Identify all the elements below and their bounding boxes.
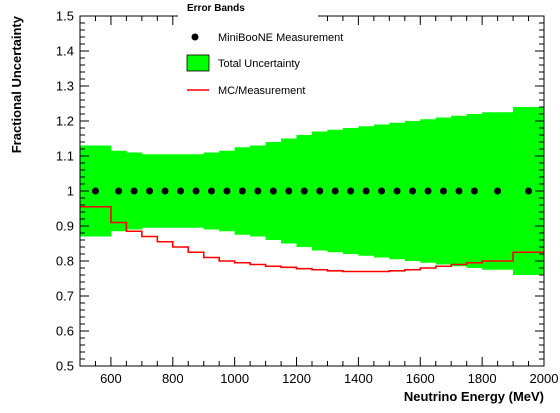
measurement-point: [223, 187, 231, 195]
x-axis-ticks: 600 800 1000 1200 1400 1600 1800 2000: [79, 16, 559, 386]
measurement-point: [130, 187, 138, 195]
y-tick-label: 0.8: [56, 254, 74, 269]
measurement-point: [161, 187, 169, 195]
y-tick-label: 0.7: [56, 289, 74, 304]
x-tick-label: 1400: [344, 371, 373, 386]
y-tick-label: 1.1: [56, 149, 74, 164]
measurement-point: [393, 187, 401, 195]
x-tick-label: 1800: [468, 371, 497, 386]
y-axis-ticks: 0.5 0.6 0.7 0.8 0.9 1 1.1 1.2 1.3 1.4 1.5: [56, 9, 544, 374]
mc-measurement-step: [80, 205, 544, 273]
y-tick-label: 0.6: [56, 324, 74, 339]
x-axis-title: Neutrino Energy (MeV): [404, 389, 544, 404]
y-tick-label: 1: [67, 184, 74, 199]
x-tick-label: 800: [162, 371, 184, 386]
measurement-point: [494, 187, 502, 195]
measurement-point: [470, 187, 478, 195]
measurement-point: [269, 187, 277, 195]
measurement-point: [424, 187, 432, 195]
legend-title: Error Bands: [187, 3, 245, 14]
measurement-point: [347, 187, 355, 195]
measurement-point: [192, 187, 200, 195]
measurement-point: [91, 187, 99, 195]
measurement-point: [525, 187, 533, 195]
y-tick-label: 0.9: [56, 219, 74, 234]
y-axis-title: Fractional Uncertainty: [9, 15, 24, 153]
y-tick-label: 1.4: [56, 44, 74, 59]
measurement-point: [207, 187, 215, 195]
measurement-point: [146, 187, 154, 195]
x-tick-label: 1200: [282, 371, 311, 386]
measurement-points: [91, 187, 533, 195]
y-tick-label: 1.5: [56, 9, 74, 24]
measurement-point: [409, 187, 417, 195]
measurement-point: [362, 187, 370, 195]
measurement-point: [331, 187, 339, 195]
measurement-point: [238, 187, 246, 195]
y-tick-label: 1.2: [56, 114, 74, 129]
measurement-point: [316, 187, 324, 195]
measurement-point: [115, 187, 123, 195]
x-tick-label: 600: [100, 371, 122, 386]
measurement-point: [285, 187, 293, 195]
measurement-point: [378, 187, 386, 195]
y-tick-label: 0.5: [56, 359, 74, 374]
measurement-point: [177, 187, 185, 195]
y-tick-label: 1.3: [56, 79, 74, 94]
legend-label-measurement: MiniBooNE Measurement: [218, 32, 343, 44]
legend-swatch-uncertainty: [186, 54, 210, 72]
x-tick-label: 2000: [530, 371, 559, 386]
legend-marker-measurement: [191, 33, 199, 41]
measurement-point: [439, 187, 447, 195]
measurement-point: [455, 187, 463, 195]
measurement-point: [254, 187, 262, 195]
legend-label-uncertainty: Total Uncertainty: [218, 58, 300, 70]
measurement-point: [300, 187, 308, 195]
x-tick-label: 1600: [406, 371, 435, 386]
legend-label-mc: MC/Measurement: [218, 85, 305, 97]
x-tick-label: 1000: [220, 371, 249, 386]
mc-measurement-line: [80, 205, 544, 273]
